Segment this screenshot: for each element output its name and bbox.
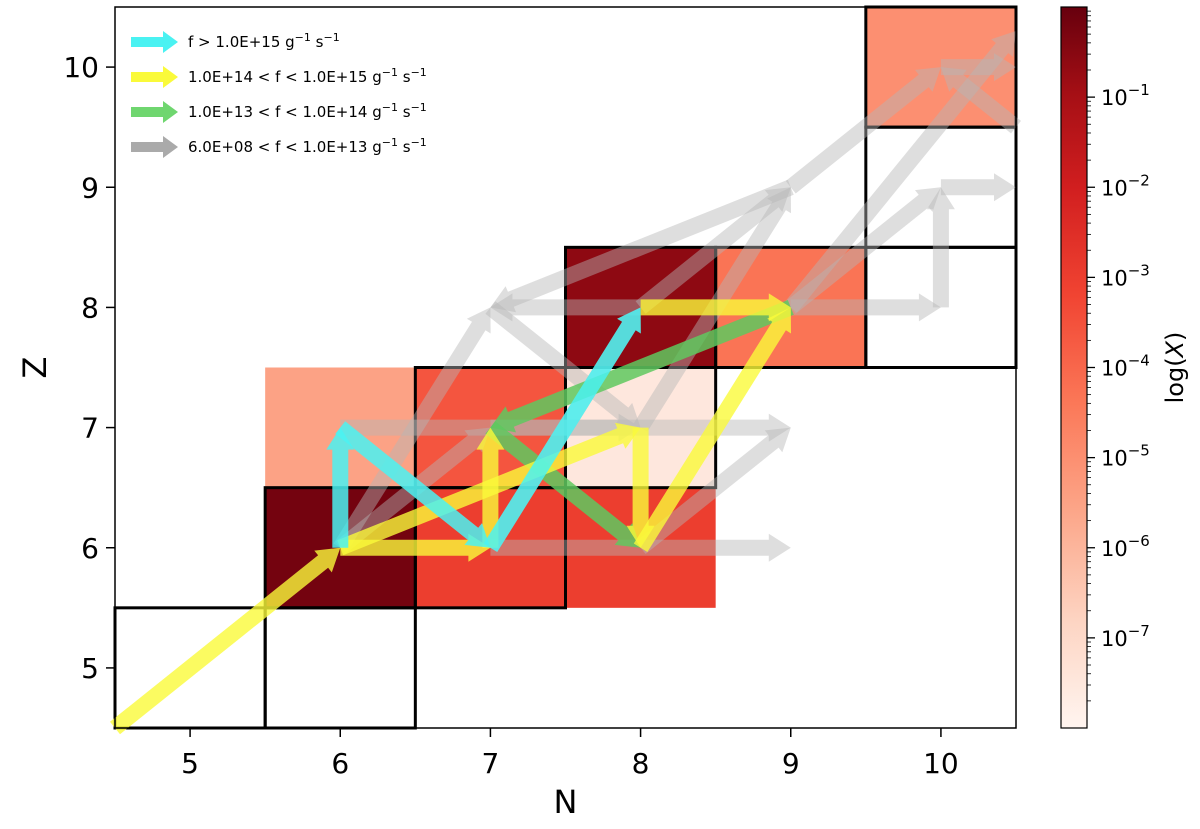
flow-arrow-gray (940, 173, 1016, 202)
colorbar-tick-label: 10−1 (1101, 81, 1150, 110)
flow-arrow-gray (485, 301, 641, 428)
x-axis-ticks: 5 6 7 8 9 10 (181, 728, 959, 780)
legend-entry-label: 6.0E+08 < f < 1.0E+13 g−1 s−1 (188, 136, 427, 156)
x-tick-label: 7 (482, 747, 500, 780)
flow-arrow-cyan (326, 427, 355, 548)
flow-arrow-gray (784, 31, 1016, 313)
flow-arrow-gray (926, 187, 955, 308)
flow-arrow-gray (790, 293, 941, 322)
y-tick-label: 10 (63, 51, 99, 84)
flow-arrow-gray (490, 293, 641, 322)
flow-arrow-gray (333, 307, 491, 552)
cell-outline (263, 606, 417, 730)
flow-arrow-gray (940, 67, 1021, 134)
colorbar-label: log(X) (1161, 332, 1189, 404)
plot-frame (114, 6, 1017, 729)
colorbar-gradient (1060, 6, 1088, 729)
flow-arrow-gray (635, 187, 791, 314)
flow-arrow-gray (785, 67, 941, 194)
y-tick-label: 6 (81, 532, 99, 565)
flow-arrow-green (490, 300, 794, 433)
flow-arrow-gray (785, 187, 941, 314)
legend-entry-label: 1.0E+14 < f < 1.0E+15 g−1 s−1 (188, 66, 427, 86)
y-tick-label: 9 (81, 171, 99, 204)
colorbar-tick-label: 10−2 (1101, 171, 1150, 200)
flow-arrow-gray (940, 53, 1016, 82)
colorbar-ticks: 10−1 10−2 10−3 10−4 10−5 10−6 10−7 (1087, 10, 1150, 702)
y-tick-label: 5 (81, 652, 99, 685)
x-tick-label: 8 (632, 747, 650, 780)
flow-arrow-yellow (640, 293, 791, 322)
y-axis-ticks: 5 6 7 8 9 10 (63, 51, 115, 685)
flow-arrow-green (485, 421, 641, 548)
legend-entry-label: f > 1.0E+15 g−1 s−1 (188, 31, 340, 51)
y-axis-label: Z (16, 357, 54, 379)
y-tick-label: 8 (81, 291, 99, 324)
flow-arrow-gray (490, 179, 794, 313)
flow-arrows (110, 31, 1021, 735)
heatmap-cell (865, 7, 1016, 128)
flow-arrow-cyan (335, 421, 491, 548)
colorbar-tick-label: 10−4 (1101, 352, 1150, 381)
legend-swatch (131, 66, 178, 88)
flow-arrow-yellow (633, 307, 791, 552)
legend-swatch (131, 101, 178, 123)
flow-arrow-cyan (483, 307, 641, 552)
colorbar-tick-label: 10−3 (1101, 261, 1150, 290)
x-tick-label: 9 (782, 747, 800, 780)
flow-arrow-yellow (626, 427, 655, 548)
colorbar-tick-label: 10−6 (1101, 532, 1150, 561)
flow-arrow-yellow (110, 547, 341, 735)
colorbar-tick-label: 10−5 (1101, 442, 1150, 471)
legend-swatch (131, 31, 178, 53)
flow-arrow-gray (635, 427, 791, 554)
x-axis-label: N (554, 783, 578, 821)
x-tick-label: 10 (923, 747, 959, 780)
colorbar-tick-label: 10−7 (1101, 622, 1150, 651)
y-tick-label: 7 (81, 412, 99, 445)
legend: f > 1.0E+15 g−1 s−1 1.0E+14 < f < 1.0E+15… (131, 31, 427, 158)
x-tick-label: 6 (331, 747, 349, 780)
legend-swatch (131, 136, 178, 158)
colorbar (1060, 6, 1088, 729)
flow-arrow-yellow (337, 422, 641, 556)
legend-entry-label: 1.0E+13 < f < 1.0E+14 g−1 s−1 (188, 101, 427, 121)
x-tick-label: 5 (181, 747, 199, 780)
